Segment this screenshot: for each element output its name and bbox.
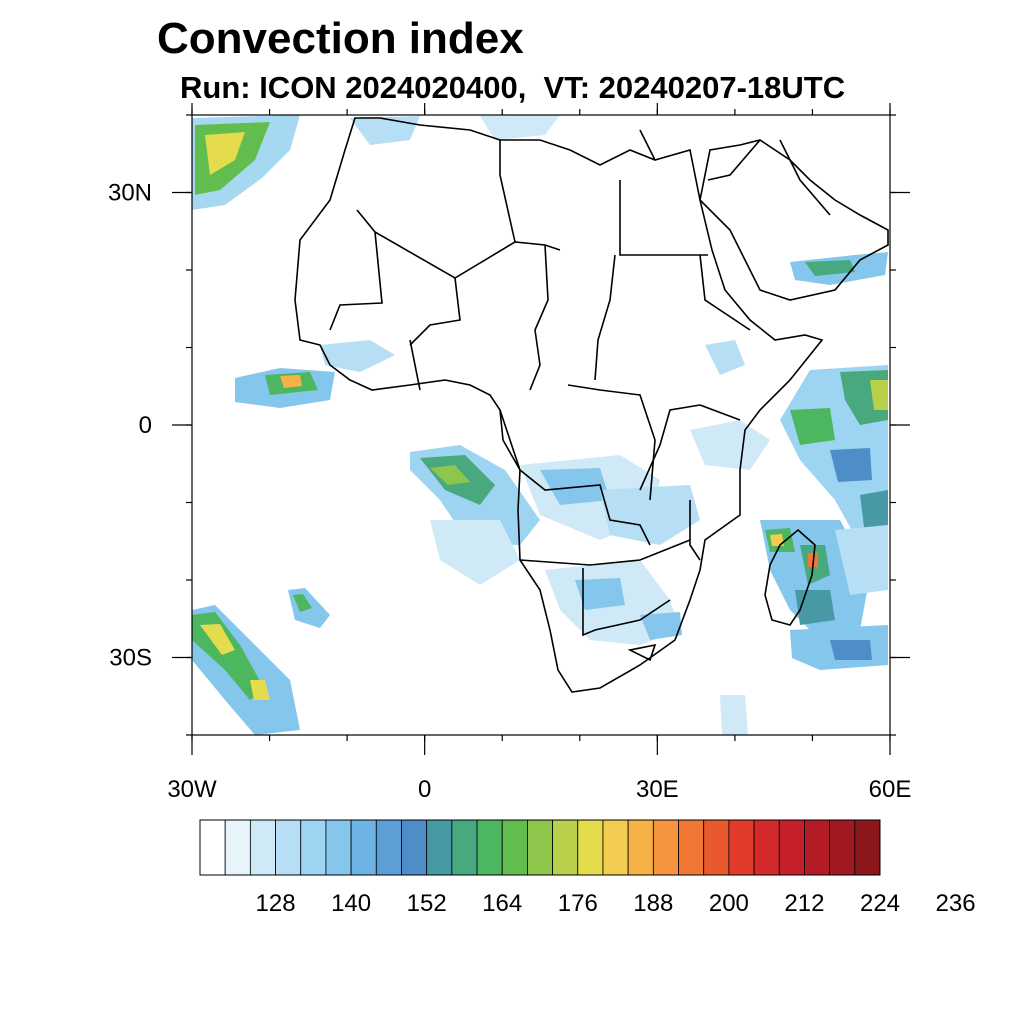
lon-tick-label: 0 bbox=[418, 776, 431, 803]
colorbar-frame bbox=[199, 819, 881, 876]
colorbar-swatch bbox=[476, 819, 503, 876]
colorbar-swatch bbox=[527, 819, 553, 876]
colorbar-swatch bbox=[703, 819, 730, 876]
lat-tick-label: 0 bbox=[139, 412, 152, 439]
colorbar-swatch bbox=[778, 819, 805, 876]
lat-tick-label: 30S bbox=[109, 645, 152, 672]
colorbar-swatch bbox=[602, 819, 629, 876]
lat-tick-label: 30N bbox=[108, 180, 152, 207]
axis-ticks bbox=[172, 103, 910, 755]
colorbar-swatch bbox=[829, 819, 856, 876]
convection-field-layer bbox=[192, 115, 888, 735]
colorbar-label: 128 bbox=[256, 890, 296, 917]
country-boundaries bbox=[294, 117, 889, 693]
colorbar-swatch bbox=[401, 819, 428, 876]
colorbar-swatch bbox=[753, 819, 780, 876]
colorbar-label: 212 bbox=[784, 890, 824, 917]
map-subtitle: Run: ICON 2024020400, VT: 20240207-18UTC bbox=[180, 70, 846, 105]
colorbar-swatch bbox=[652, 819, 679, 876]
colorbar-swatch bbox=[451, 819, 478, 876]
colorbar-label: 140 bbox=[331, 890, 371, 917]
colorbar-swatch bbox=[249, 819, 276, 876]
colorbar-swatch bbox=[224, 819, 251, 876]
colorbar-swatch bbox=[325, 819, 352, 876]
colorbar-label: 176 bbox=[558, 890, 598, 917]
lon-tick-label: 30W bbox=[167, 776, 217, 803]
colorbar-swatch bbox=[426, 819, 453, 876]
lon-tick-label: 30E bbox=[636, 776, 679, 803]
map-title: Convection index bbox=[157, 14, 524, 63]
colorbar-swatch bbox=[300, 819, 327, 876]
colorbar-swatch bbox=[275, 819, 302, 876]
colorbar-label: 164 bbox=[482, 890, 522, 917]
colorbar-swatch bbox=[375, 819, 402, 876]
axis-labels: 30W 0 30E 60E 30N 0 30S bbox=[108, 180, 911, 804]
colorbar-label: 200 bbox=[709, 890, 749, 917]
colorbar-label: 152 bbox=[407, 890, 447, 917]
colorbar bbox=[199, 819, 881, 876]
colorbar-swatch bbox=[199, 819, 226, 876]
colorbar-swatch bbox=[804, 819, 831, 876]
colorbar-label: 188 bbox=[633, 890, 673, 917]
colorbar-swatch bbox=[627, 819, 654, 876]
colorbar-swatch bbox=[577, 819, 604, 876]
lon-tick-label: 60E bbox=[869, 776, 912, 803]
colorbar-label: 224 bbox=[860, 890, 900, 917]
colorbar-label: 236 bbox=[936, 890, 976, 917]
colorbar-swatch bbox=[350, 819, 377, 876]
colorbar-swatch bbox=[854, 819, 881, 876]
colorbar-swatch bbox=[728, 819, 755, 876]
colorbar-swatch bbox=[501, 819, 528, 876]
colorbar-labels: 128 140 152 164 176 188 200 212 224 236 bbox=[256, 890, 976, 917]
colorbar-swatch bbox=[678, 819, 705, 876]
colorbar-swatch bbox=[552, 819, 579, 876]
